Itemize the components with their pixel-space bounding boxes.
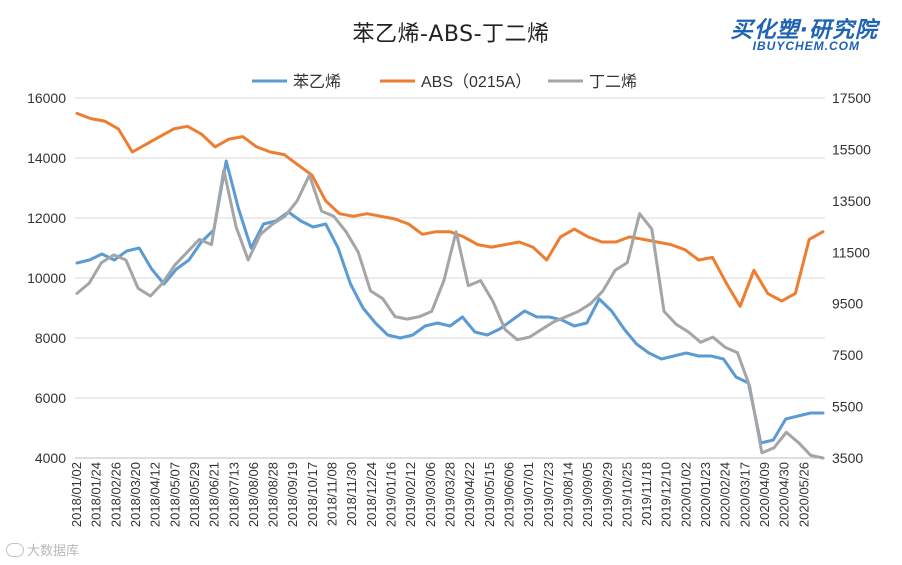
logo-text: 买化塑·研究院 [730, 18, 878, 43]
x-tick-label: 2019/10/25 [619, 462, 634, 527]
series-lines [75, 111, 825, 460]
x-tick-label: 2018/10/17 [305, 462, 320, 527]
x-tick-label: 2020/01/23 [698, 462, 713, 527]
x-tick-label: 2018/09/19 [285, 462, 300, 527]
left-tick-label: 4000 [35, 450, 66, 466]
logo-subtext: IBUYCHEM.COM [752, 39, 860, 53]
x-tick-label: 2018/08/28 [266, 462, 281, 527]
right-tick-label: 5500 [832, 399, 863, 415]
x-axis: 2018/01/02 2018/01/24 2018/02/26 2018/03/20… [69, 457, 825, 527]
left-tick-label: 12000 [27, 210, 66, 226]
right-tick-label: 9500 [832, 296, 863, 312]
right-tick-label: 3500 [832, 450, 863, 466]
x-tick-label: 2018/11/30 [344, 462, 359, 526]
x-tick-label: 2018/06/21 [207, 462, 222, 527]
left-tick-label: 10000 [27, 270, 66, 286]
right-tick-label: 11500 [832, 244, 870, 260]
x-tick-label: 2020/04/09 [757, 462, 772, 527]
right-axis-ticks: 3500 5500 7500 9500 11500 13500 15500 17500 [832, 90, 871, 466]
x-tick-label: 2019/07/01 [521, 462, 536, 527]
left-tick-label: 6000 [35, 390, 66, 406]
x-tick-label: 2019/08/14 [560, 462, 575, 527]
x-tick-label: 2018/05/07 [167, 462, 182, 527]
x-tick-label: 2019/04/22 [462, 462, 477, 527]
brand-logo: 买化塑·研究院 IBUYCHEM.COM [682, 12, 888, 60]
x-tick-label: 2020/05/26 [796, 462, 811, 527]
x-tick-label: 2018/01/02 [69, 462, 84, 527]
x-tick-label: 2018/03/20 [128, 462, 143, 527]
left-tick-label: 14000 [27, 150, 66, 166]
watermark-icon [6, 543, 24, 557]
legend-label: ABS（0215A） [421, 73, 531, 91]
x-tick-label: 2019/01/16 [384, 462, 399, 527]
legend: 苯乙烯 ABS（0215A） 丁二烯 [252, 73, 637, 91]
watermark: 大数据库 [6, 540, 79, 559]
x-tick-label: 2018/07/13 [226, 462, 241, 527]
left-tick-label: 8000 [35, 330, 66, 346]
x-tick-label: 2019/03/06 [423, 462, 438, 527]
x-tick-label: 2018/02/26 [108, 462, 123, 527]
chart-title: 苯乙烯-ABS-丁二烯 [352, 22, 550, 47]
x-tick-label: 2019/12/10 [659, 462, 674, 527]
x-tick-label: 2019/06/06 [501, 462, 516, 527]
series-line-1 [75, 111, 825, 308]
x-tick-label: 2018/11/08 [325, 462, 340, 526]
watermark-text: 大数据库 [27, 544, 80, 559]
x-tick-label: 2019/05/15 [482, 462, 497, 527]
x-tick-label: 2018/08/06 [246, 462, 261, 527]
right-tick-label: 17500 [832, 90, 871, 106]
x-tick-label: 2019/02/12 [403, 462, 418, 527]
legend-label: 苯乙烯 [293, 73, 341, 91]
x-tick-label: 2018/05/29 [187, 462, 202, 527]
legend-label: 丁二烯 [589, 73, 637, 91]
x-tick-label: 2018/01/24 [89, 462, 104, 527]
left-tick-label: 16000 [27, 90, 66, 106]
x-tick-label: 2020/03/17 [737, 462, 752, 527]
x-tick-label: 2020/01/02 [678, 462, 693, 527]
right-tick-label: 15500 [832, 141, 871, 157]
x-tick-label: 2019/09/29 [600, 462, 615, 527]
x-tick-label: 2019/07/23 [541, 462, 556, 527]
series-line-2 [75, 168, 825, 460]
x-tick-label: 2019/03/28 [443, 462, 458, 527]
x-tick-label: 2020/02/24 [718, 462, 733, 527]
right-tick-label: 7500 [832, 347, 863, 363]
x-tick-label: 2018/12/24 [364, 462, 379, 527]
left-axis-ticks: 4000 6000 8000 10000 12000 14000 16000 [27, 90, 66, 466]
x-tick-label: 2020/04/30 [777, 462, 792, 527]
x-tick-label: 2019/09/05 [580, 462, 595, 527]
x-tick-label: 2019/11/18 [639, 462, 654, 526]
x-tick-label: 2018/04/12 [148, 462, 163, 527]
gridlines [75, 97, 825, 459]
right-tick-label: 13500 [832, 193, 871, 209]
series-line-0 [75, 159, 825, 445]
